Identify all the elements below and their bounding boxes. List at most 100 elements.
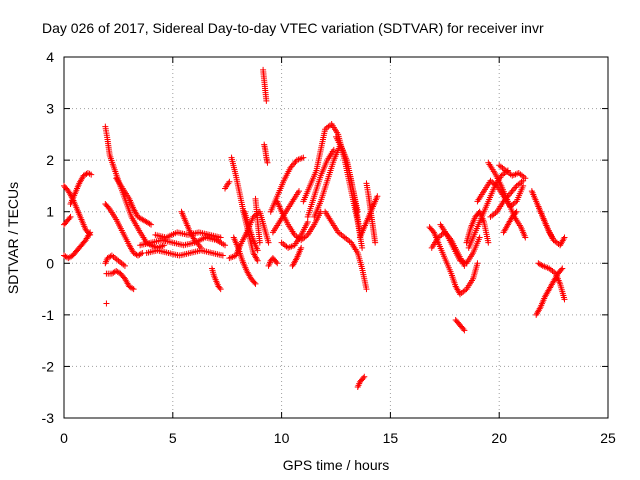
data-point-plus <box>291 160 298 167</box>
series-t0d <box>67 170 95 207</box>
series-t7f <box>500 208 520 236</box>
data-point-plus <box>474 260 481 267</box>
x-tick-label: 20 <box>491 430 507 446</box>
data-point-plus <box>88 171 95 178</box>
data-point-plus <box>330 146 337 153</box>
data-point-plus <box>148 221 155 228</box>
series-t6d <box>452 317 468 334</box>
series-t5d <box>322 208 370 293</box>
data-point-plus <box>559 265 566 272</box>
series-t5e <box>333 133 361 215</box>
series-t1a <box>102 123 168 251</box>
data-point-plus <box>274 260 281 267</box>
series-t2e <box>208 265 224 293</box>
axis-ticks <box>63 56 609 419</box>
data-point-plus <box>300 154 307 161</box>
data-point-plus <box>264 159 271 166</box>
y-tick-labels: -3 -2 -1 0 1 2 3 4 <box>42 49 55 426</box>
data-point-plus <box>273 258 280 265</box>
data-point-plus <box>512 184 519 191</box>
data-point-plus <box>298 244 305 251</box>
data-point-plus <box>103 300 110 307</box>
data-point-plus <box>561 234 568 241</box>
data-point-plus <box>216 284 223 291</box>
data-point-plus <box>67 213 74 220</box>
series-t2c <box>152 229 224 241</box>
data-point-plus <box>508 189 515 196</box>
data-point-plus <box>558 266 565 273</box>
data-point-plus <box>130 286 137 293</box>
data-point-plus <box>256 239 263 246</box>
y-axis-label: SDTVAR / TECUs <box>5 182 21 294</box>
x-tick-label: 5 <box>169 430 177 446</box>
data-point-plus <box>429 228 436 235</box>
data-point-plus <box>146 220 153 227</box>
series-t2a <box>137 234 229 249</box>
data-point-plus <box>263 97 270 104</box>
series-t4e <box>289 244 305 269</box>
series-t5h <box>354 373 368 391</box>
data-point-plus <box>485 239 492 246</box>
data-point-plus <box>198 244 205 251</box>
series-t3e <box>252 195 263 246</box>
series-t3f <box>260 66 270 104</box>
series-t2b <box>143 247 226 259</box>
series-t1f <box>103 300 110 307</box>
data-point-plus <box>226 178 233 185</box>
series-t6a <box>426 224 481 298</box>
series-t1d <box>103 268 137 293</box>
series-t3h <box>265 255 281 269</box>
data-point-plus <box>219 252 226 259</box>
data-point-plus <box>105 204 112 211</box>
y-tick-label: -1 <box>42 307 55 323</box>
y-tick-label: 3 <box>46 101 54 117</box>
series-t4d <box>278 219 311 251</box>
y-tick-label: 0 <box>46 255 54 271</box>
plot-frame <box>63 56 609 419</box>
x-tick-label: 10 <box>274 430 290 446</box>
series-t5f <box>363 180 379 246</box>
data-point-plus <box>509 187 516 194</box>
data-point-plus <box>121 262 128 269</box>
series-t2f <box>222 178 233 192</box>
x-axis-label: GPS time / hours <box>283 457 390 473</box>
series-t1c <box>102 200 146 259</box>
data-point-plus <box>304 219 311 226</box>
data-point-plus <box>538 262 545 269</box>
data-point-plus <box>512 210 519 217</box>
data-point-plus <box>217 286 224 293</box>
data-point-plus <box>137 250 144 257</box>
data-point-plus <box>359 244 366 251</box>
y-tick-label: 4 <box>46 49 54 65</box>
data-point-plus <box>254 247 261 254</box>
data-point-plus <box>520 182 527 189</box>
series-t3c <box>230 234 259 287</box>
data-point-plus <box>522 234 529 241</box>
data-point-plus <box>87 229 94 236</box>
y-tick-label: 2 <box>46 152 54 168</box>
data-point-plus <box>363 286 370 293</box>
x-tick-label: 15 <box>383 430 399 446</box>
series-t1e <box>102 252 128 269</box>
data-point-plus <box>251 279 258 286</box>
chart-title: Day 026 of 2017, Sidereal Day-to-day VTE… <box>42 20 544 36</box>
series-t8b <box>535 203 568 249</box>
x-tick-labels: 0 5 10 15 20 25 <box>60 430 616 446</box>
y-tick-label: -3 <box>42 410 55 426</box>
data-point-plus <box>461 327 468 334</box>
data-point-plus <box>289 161 296 168</box>
data-point-plus <box>374 193 381 200</box>
series-t0b <box>61 229 94 262</box>
data-point-plus <box>561 296 568 303</box>
data-point-plus <box>354 208 361 215</box>
data-point-plus <box>476 234 483 241</box>
data-point-plus <box>296 188 303 195</box>
data-point-plus <box>222 242 229 249</box>
data-point-plus <box>360 375 367 382</box>
data-points <box>61 66 568 391</box>
series-t3d <box>241 208 261 254</box>
y-tick-label: -2 <box>42 358 55 374</box>
series-t6e <box>463 208 492 246</box>
series-t0c <box>61 213 74 228</box>
data-point-plus <box>66 215 73 222</box>
